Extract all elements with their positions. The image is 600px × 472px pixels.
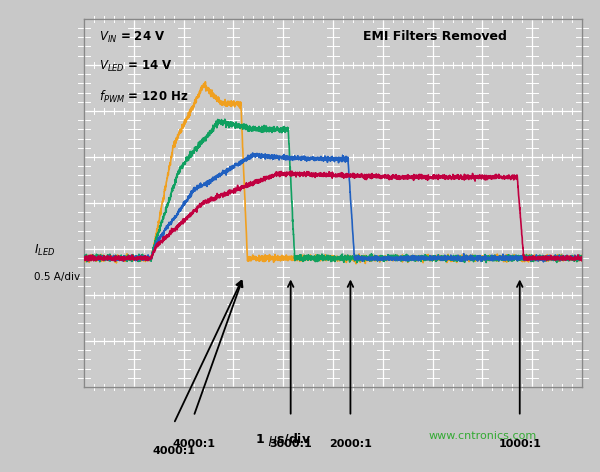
Text: $f_{PWM}$ = 120 Hz: $f_{PWM}$ = 120 Hz — [99, 89, 188, 105]
Text: 1 $\mu$s/div: 1 $\mu$s/div — [255, 431, 311, 448]
Text: www.cntronics.com: www.cntronics.com — [428, 431, 536, 441]
Text: EMI Filters Removed: EMI Filters Removed — [363, 30, 507, 43]
Text: 3000:1: 3000:1 — [269, 438, 312, 448]
Text: 0.5 A/div: 0.5 A/div — [34, 271, 80, 282]
Text: $V_{LED}$ = 14 V: $V_{LED}$ = 14 V — [99, 59, 173, 75]
Text: 2000:1: 2000:1 — [329, 438, 372, 448]
Text: 1000:1: 1000:1 — [499, 438, 541, 448]
Text: 4000:1: 4000:1 — [172, 438, 215, 448]
Text: 4000:1: 4000:1 — [152, 446, 195, 456]
Text: $I_{LED}$: $I_{LED}$ — [34, 243, 55, 258]
Text: $V_{IN}$ = 24 V: $V_{IN}$ = 24 V — [99, 30, 166, 45]
